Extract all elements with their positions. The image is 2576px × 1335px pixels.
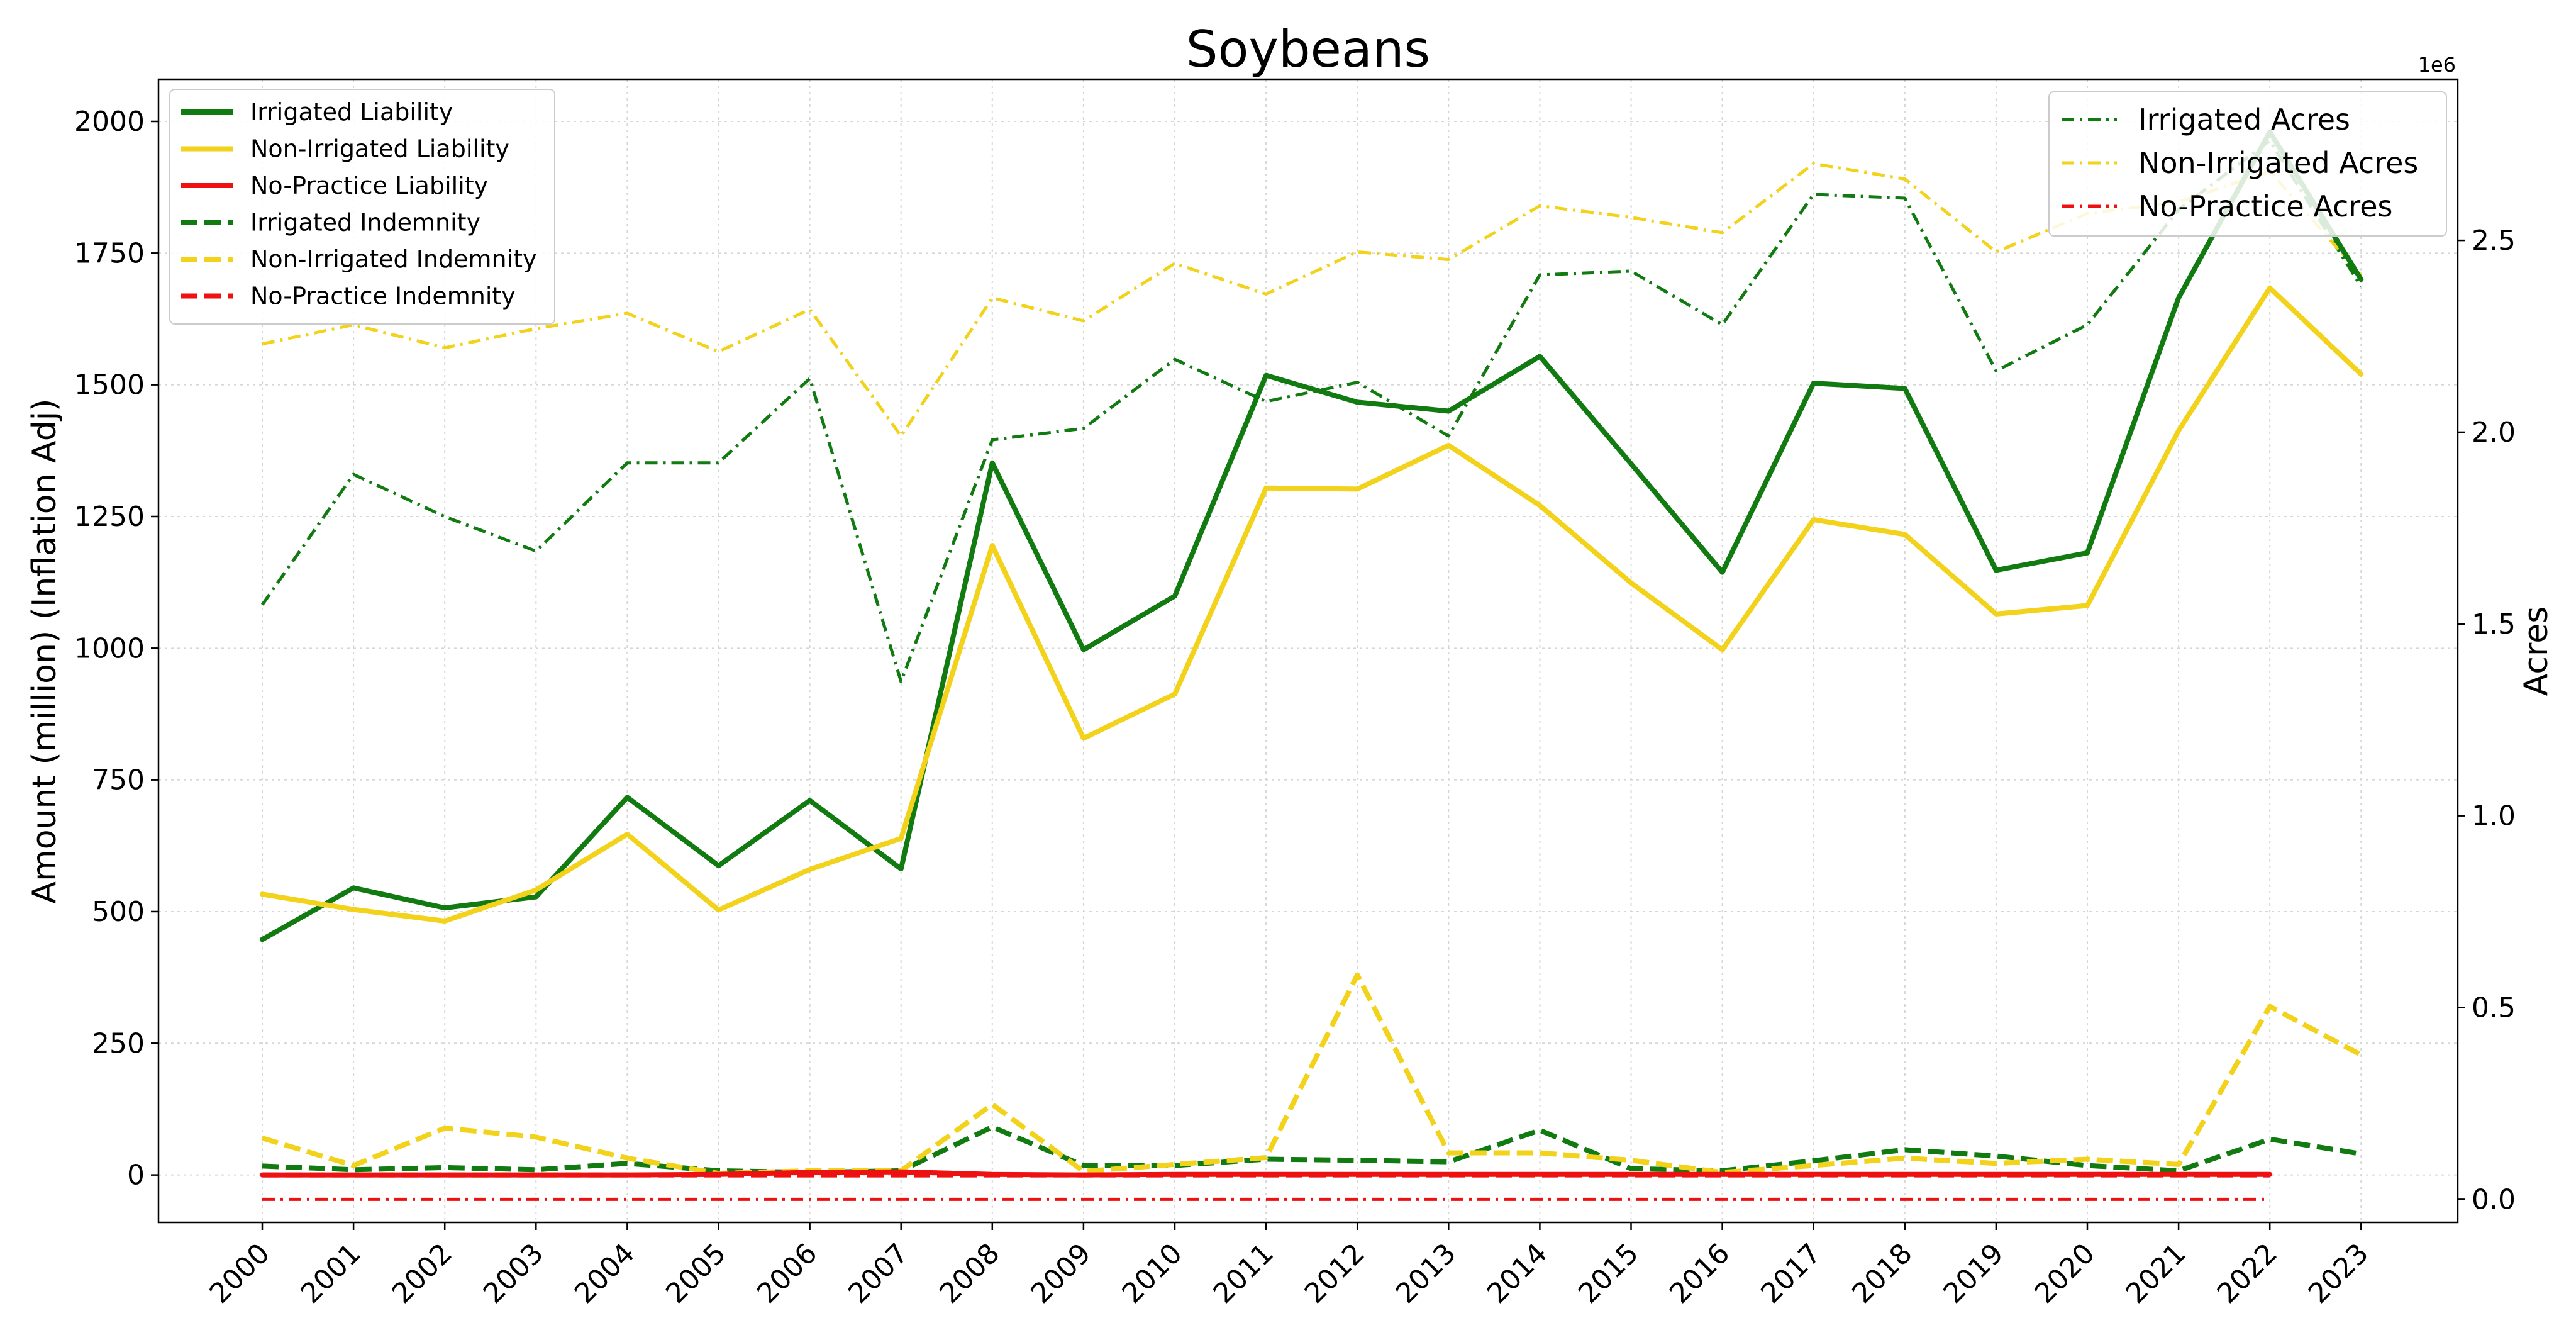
y-tick-label: 1500 — [74, 369, 145, 401]
y2-tick-label: 2.5 — [2472, 225, 2516, 257]
y2-tick-label: 1.0 — [2472, 800, 2516, 832]
series-line-non-irrigated-acres — [262, 162, 2363, 438]
legend-label-irrigated-indemnity: Irrigated Indemnity — [250, 209, 480, 237]
y2-tick-label: 0.0 — [2472, 1183, 2516, 1215]
right-y-axis: 0.0 0.5 1.0 1.5 2.0 2.5 — [2458, 225, 2516, 1215]
legend-label-no-practice-acres: No-Practice Acres — [2138, 189, 2392, 223]
legend-label-non-irrigated-indemnity: Non-Irrigated Indemnity — [250, 245, 537, 273]
y2-tick-label: 2.0 — [2472, 416, 2516, 449]
y-tick-label: 250 — [92, 1027, 145, 1059]
y2-axis-label: Acres — [2518, 606, 2555, 696]
y-tick-label: 500 — [92, 896, 145, 928]
legend-label-non-irrigated-acres: Non-Irrigated Acres — [2138, 146, 2418, 180]
series-line-non-irrigated-liability — [260, 285, 2364, 924]
y-tick-label: 1000 — [74, 632, 145, 664]
y-axis-label: Amount (million) (Inflation Adj) — [26, 399, 64, 904]
y-tick-label: 2000 — [74, 106, 145, 138]
legend-left: Irrigated Liability Non-Irrigated Liabili… — [169, 89, 555, 325]
series-line-irrigated-indemnity — [262, 1124, 2362, 1175]
left-y-axis: 0 250 500 750 1000 1250 1500 1750 2000 — [74, 106, 158, 1192]
legend-label-no-practice-indemnity: No-Practice Indemnity — [250, 282, 516, 310]
legend-label-irrigated-liability: Irrigated Liability — [250, 98, 453, 126]
y2-offset-text: 1e6 — [2418, 53, 2456, 77]
series-lines — [260, 129, 2364, 1201]
y-tick-label: 0 — [127, 1159, 145, 1192]
y-tick-label: 1250 — [74, 501, 145, 533]
legend-right: Irrigated Acres Non-Irrigated Acres No-Pra… — [2048, 91, 2447, 237]
series-line-no-practice-liability — [260, 1169, 2273, 1178]
series-line-irrigated-liability — [260, 129, 2364, 942]
y2-tick-label: 0.5 — [2472, 992, 2516, 1024]
plot-area-frame — [157, 78, 2459, 1224]
series-line-non-irrigated-indemnity — [261, 972, 2363, 1176]
legend-right-box — [2048, 91, 2447, 237]
legend-label-irrigated-acres: Irrigated Acres — [2138, 103, 2350, 137]
legend-label-no-practice-liability: No-Practice Liability — [250, 172, 488, 199]
y-tick-label: 1750 — [74, 237, 145, 269]
legend-label-non-irrigated-liability: Non-Irrigated Liability — [250, 135, 509, 163]
legend-left-box — [169, 89, 555, 325]
chart-title: Soybeans — [1186, 20, 1430, 79]
y-tick-label: 750 — [92, 764, 145, 796]
series-line-irrigated-acres — [260, 139, 2363, 683]
y2-tick-label: 1.5 — [2472, 608, 2516, 640]
